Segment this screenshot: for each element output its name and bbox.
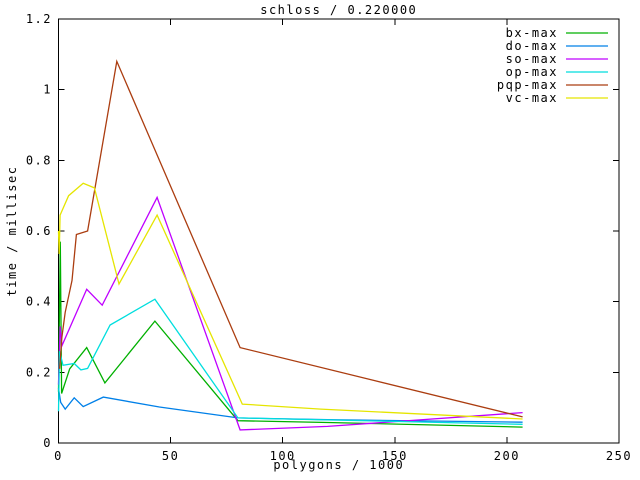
- legend-label-so-max: so-max: [506, 52, 558, 66]
- series-line-so-max: [57, 195, 523, 431]
- legend-label-op-max: op-max: [506, 65, 558, 79]
- y-axis-label: time / millisec: [5, 166, 19, 297]
- legend-label-do-max: do-max: [506, 39, 558, 53]
- series-line-bx-max: [57, 241, 523, 428]
- y-tick-label: 0.2: [26, 365, 52, 379]
- x-tick-label: 100: [270, 449, 296, 463]
- x-tick-label: 200: [494, 449, 520, 463]
- x-axis-label: polygons / 1000: [273, 458, 404, 472]
- y-tick-label: 0.8: [26, 153, 52, 167]
- legend-label-pqp-max: pqp-max: [497, 78, 558, 92]
- y-tick-label: 0: [43, 436, 52, 450]
- x-tick-label: 0: [54, 449, 63, 463]
- y-tick-label: 1.2: [26, 12, 52, 26]
- series-line-op-max: [57, 298, 523, 425]
- legend-label-vc-max: vc-max: [506, 91, 558, 105]
- legend-label-bx-max: bx-max: [506, 26, 558, 40]
- x-tick-label: 250: [606, 449, 632, 463]
- series-line-vc-max: [57, 182, 523, 420]
- y-tick-label: 1: [43, 83, 52, 97]
- y-tick-label: 0.4: [26, 295, 52, 309]
- series-line-pqp-max: [58, 59, 523, 418]
- x-tick-label: 50: [162, 449, 179, 463]
- y-tick-label: 0.6: [26, 224, 52, 238]
- chart-title: schloss / 0.220000: [260, 3, 417, 17]
- x-tick-label: 150: [382, 449, 408, 463]
